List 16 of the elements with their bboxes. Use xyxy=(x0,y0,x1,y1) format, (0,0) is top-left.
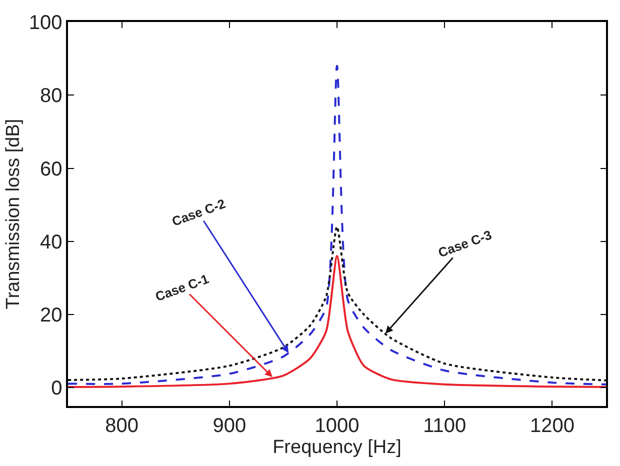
x-tick-label: 800 xyxy=(105,414,138,437)
x-tick-label: 1100 xyxy=(423,414,466,437)
y-axis-title: Transmission loss [dB] xyxy=(3,118,24,310)
annotation: Case C-3 xyxy=(436,227,494,260)
x-tick-label: 900 xyxy=(212,414,246,437)
x-tick-label: 1200 xyxy=(530,414,574,437)
annotation: Case C-1 xyxy=(153,271,211,304)
annotation: Case C-2 xyxy=(170,196,228,230)
x-axis-title: Frequency [Hz] xyxy=(272,437,402,458)
y-tick-label: 100 xyxy=(28,12,62,34)
y-tick-label: 40 xyxy=(40,231,62,254)
x-tick-label: 1000 xyxy=(314,414,360,437)
y-tick-label: 60 xyxy=(40,158,62,180)
y-tick-label: 0 xyxy=(51,378,62,400)
y-tick-label: 20 xyxy=(40,304,62,327)
y-tick-label: 80 xyxy=(40,85,62,108)
